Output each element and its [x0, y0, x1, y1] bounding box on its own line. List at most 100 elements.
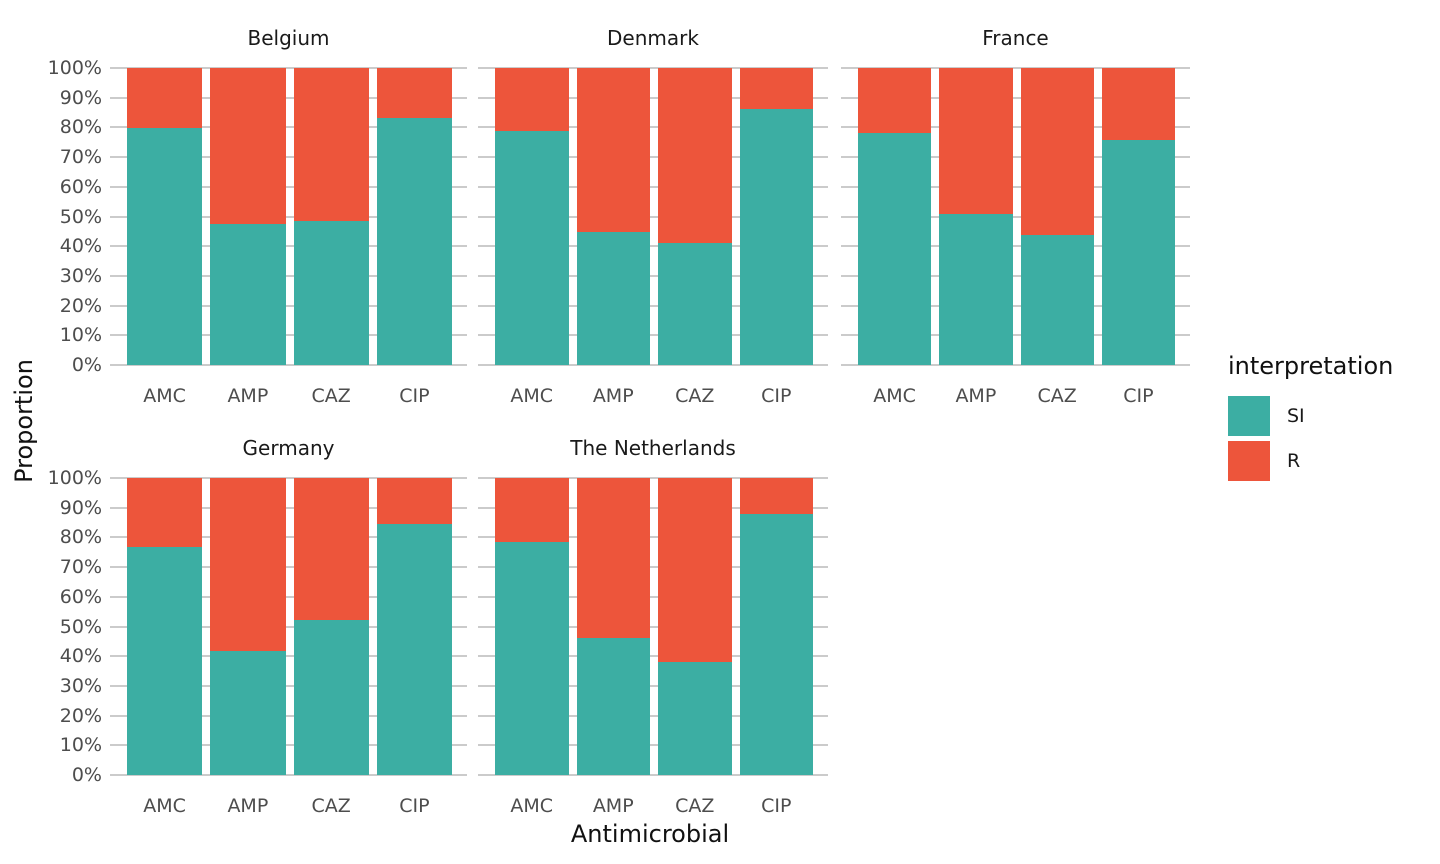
bar-segment-r: [293, 478, 369, 620]
bar-segment-r: [495, 478, 569, 542]
bar-segment-r: [576, 478, 650, 639]
gridline: [110, 625, 467, 628]
gridline: [841, 215, 1190, 218]
y-tick-label: 60%: [59, 585, 102, 608]
bar-segment-si: [576, 638, 650, 775]
gridline: [110, 595, 467, 598]
bars-group: [495, 68, 813, 365]
x-tick-label: CIP: [761, 385, 792, 407]
bar-segment-si: [210, 224, 286, 365]
bar-segment-si: [376, 523, 452, 775]
bars-group: [858, 68, 1175, 365]
bar-segment-si: [658, 661, 732, 775]
gridline: [110, 215, 467, 218]
x-tick-label: CAZ: [675, 795, 715, 817]
facet-title-denmark: Denmark: [607, 26, 699, 50]
x-tick-label: AMP: [592, 385, 634, 407]
y-tick-label: 80%: [59, 116, 102, 139]
bar-segment-r: [210, 478, 286, 652]
gridline: [110, 744, 467, 747]
bar-segment-r: [376, 478, 452, 524]
gridline: [841, 126, 1190, 129]
gridline: [478, 684, 828, 687]
bar-segment-si: [739, 109, 813, 365]
gridline: [110, 364, 467, 366]
x-tick-label: AMC: [510, 385, 554, 407]
gridline: [110, 185, 467, 188]
y-tick-label: 70%: [59, 146, 102, 169]
facet-panel-the-netherlands: [478, 477, 828, 776]
gridline: [478, 506, 828, 509]
bar-segment-r: [127, 478, 203, 548]
x-tick-label: AMP: [592, 795, 634, 817]
gridline: [478, 595, 828, 598]
gridline: [110, 506, 467, 509]
x-tick-label: CAZ: [311, 385, 351, 407]
legend-label-si: SI: [1287, 405, 1305, 427]
bar-germany-caz: [293, 478, 369, 775]
x-tick-label: AMC: [510, 795, 554, 817]
bar-segment-r: [376, 68, 452, 118]
gridline: [110, 67, 467, 69]
facet-title-germany: Germany: [242, 436, 335, 460]
bar-segment-si: [127, 547, 203, 775]
bar-germany-amp: [210, 478, 286, 775]
bar-segment-si: [293, 619, 369, 775]
gridline: [478, 334, 828, 337]
gridline: [110, 96, 467, 99]
y-tick-label: 50%: [59, 205, 102, 228]
gridline: [478, 126, 828, 129]
gridline: [110, 334, 467, 337]
facet-title-belgium: Belgium: [247, 26, 330, 50]
bar-the-netherlands-caz: [658, 478, 732, 775]
gridline: [478, 625, 828, 628]
gridline: [478, 185, 828, 188]
y-tick-label: 90%: [59, 496, 102, 519]
bar-segment-si: [495, 541, 569, 775]
bar-france-amp: [939, 68, 1013, 365]
bar-segment-si: [739, 514, 813, 775]
legend: interpretation SI R: [1228, 352, 1393, 486]
y-tick-label: 0%: [71, 354, 102, 376]
bar-segment-r: [495, 68, 569, 131]
x-tick-label: CIP: [1123, 385, 1154, 407]
gridline: [841, 304, 1190, 307]
gridline: [478, 655, 828, 658]
bar-denmark-cip: [739, 68, 813, 365]
bar-segment-si: [658, 243, 732, 365]
gridline: [478, 536, 828, 539]
bar-segment-r: [210, 68, 286, 225]
gridline: [110, 245, 467, 248]
gridline: [478, 304, 828, 307]
bar-segment-r: [576, 68, 650, 232]
gridline: [110, 566, 467, 569]
gridline: [841, 67, 1190, 69]
bar-segment-si: [858, 132, 932, 365]
facet-title-the-netherlands: The Netherlands: [570, 436, 736, 460]
y-tick-label: 90%: [59, 86, 102, 109]
bar-segment-r: [1020, 68, 1094, 235]
x-tick-label: CIP: [761, 795, 792, 817]
x-axis-title: Antimicrobial: [570, 820, 730, 848]
y-tick-label: 50%: [59, 615, 102, 638]
gridline: [478, 96, 828, 99]
gridline: [110, 126, 467, 129]
gridline: [110, 274, 467, 277]
facet-panel-belgium: [110, 67, 467, 366]
x-tick-label: CAZ: [675, 385, 715, 407]
bar-segment-r: [293, 68, 369, 221]
gridline: [841, 334, 1190, 337]
x-tick-labels: AMC AMP CAZ CIP: [127, 793, 452, 819]
y-tick-label: 100%: [47, 467, 102, 489]
bar-denmark-amp: [576, 68, 650, 365]
bar-segment-si: [293, 220, 369, 365]
bars-group: [127, 68, 452, 365]
x-tick-labels: AMC AMP CAZ CIP: [495, 793, 813, 819]
x-tick-label: AMC: [873, 385, 916, 407]
gridline: [478, 215, 828, 218]
gridline: [478, 245, 828, 248]
x-tick-label: CIP: [399, 795, 430, 817]
gridline: [110, 156, 467, 159]
bar-france-caz: [1020, 68, 1094, 365]
legend-item-si: SI: [1228, 396, 1393, 436]
